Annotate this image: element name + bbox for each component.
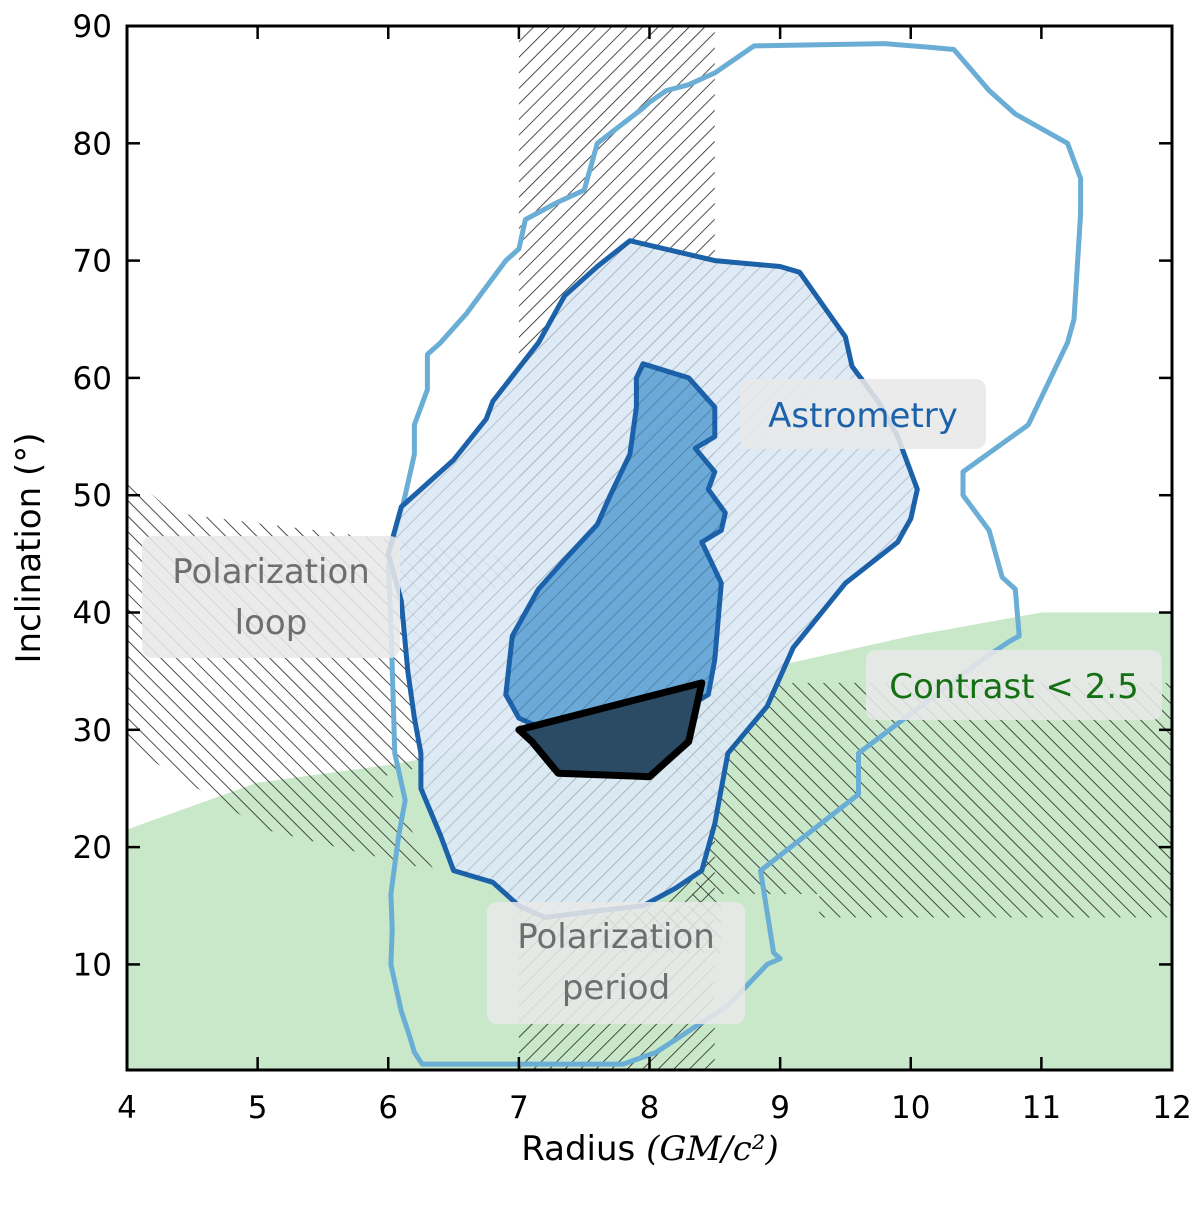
- astrometry-annotation: Astrometry: [740, 379, 986, 449]
- axis-ticks: [125, 24, 1174, 1070]
- polarization-period-label-line2: period: [562, 968, 670, 1008]
- polarization-period-label-line1: Polarization: [517, 917, 715, 957]
- y-tick-label: 30: [73, 713, 112, 749]
- y-tick-label: 70: [73, 244, 112, 280]
- y-axis-label: Inclination: [9, 487, 49, 664]
- polarization-loop-label-line1: Polarization: [172, 552, 370, 592]
- polarization-loop-annotation: Polarization loop: [142, 536, 400, 658]
- y-tick-label: 50: [73, 478, 112, 514]
- y-tick-label: 60: [73, 361, 112, 397]
- x-tick-label: 4: [117, 1090, 137, 1126]
- y-tick-label: 80: [73, 126, 112, 162]
- contrast-label: Contrast < 2.5: [889, 667, 1138, 707]
- y-tick-label: 90: [73, 9, 112, 45]
- combined-constraint-region: [515, 679, 706, 781]
- x-tick-label: 10: [891, 1090, 930, 1126]
- contrast-annotation: Contrast < 2.5: [866, 650, 1162, 720]
- x-tick-label: 9: [770, 1090, 790, 1126]
- x-tick-label: 6: [378, 1090, 398, 1126]
- y-tick-label: 20: [73, 830, 112, 866]
- x-tick-label: 7: [509, 1090, 529, 1126]
- y-axis-units: (°): [9, 432, 49, 476]
- x-tick-label: 5: [248, 1090, 268, 1126]
- x-tick-label: 12: [1152, 1090, 1191, 1126]
- polarization-loop-label-line2: loop: [235, 603, 308, 643]
- astrometry-inner-hatch-overlay: [505, 363, 726, 730]
- x-tick-label: 11: [1022, 1090, 1061, 1126]
- astrometry-label: Astrometry: [768, 396, 958, 436]
- y-axis-title: Inclination (°): [9, 432, 49, 663]
- x-axis-label: Radius: [521, 1129, 635, 1169]
- x-axis-units: (GM/c²): [646, 1129, 779, 1169]
- y-tick-label: 40: [73, 596, 112, 632]
- x-axis-title: Radius (GM/c²): [521, 1129, 778, 1169]
- polarization-period-annotation: Polarization period: [487, 902, 745, 1024]
- x-tick-label: 8: [640, 1090, 660, 1126]
- y-tick-label: 10: [73, 947, 112, 983]
